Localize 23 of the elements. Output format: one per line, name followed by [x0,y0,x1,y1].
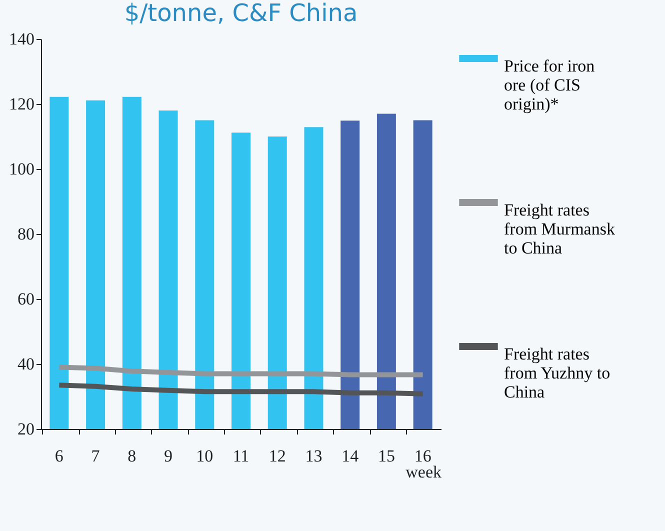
legend-label: Price for iron ore (of CIS origin)* [504,56,596,114]
x-tick-label: 8 [128,446,136,466]
x-axis-title: week [406,462,442,482]
x-tick-label: 11 [232,446,250,466]
y-tick-label: 60 [18,290,34,308]
x-tick-label: 16 [414,446,432,466]
y-tick-label: 80 [18,224,34,244]
x-tick-label: 12 [268,446,286,466]
x-tick-label: 15 [378,446,395,466]
legend-label: Freight rates from Murmansk to China [504,200,616,258]
x-tick-label: 13 [305,446,322,466]
y-tick-label: 140 [9,30,34,48]
y-tick-label: 120 [9,94,34,114]
y-tick-label: 20 [18,420,34,438]
x-tick-label: 6 [54,446,64,466]
x-tick-label: 10 [196,446,214,466]
legend-label: Freight rates from Yuzhny to China [504,344,610,402]
chart-title: $/tonne, C&F China [124,0,358,27]
x-tick-label: 9 [164,446,173,466]
y-tick-label: 100 [9,160,34,178]
x-tick-label: 7 [91,446,100,466]
y-tick-label: 40 [18,354,34,374]
x-tick-label: 14 [342,446,360,466]
